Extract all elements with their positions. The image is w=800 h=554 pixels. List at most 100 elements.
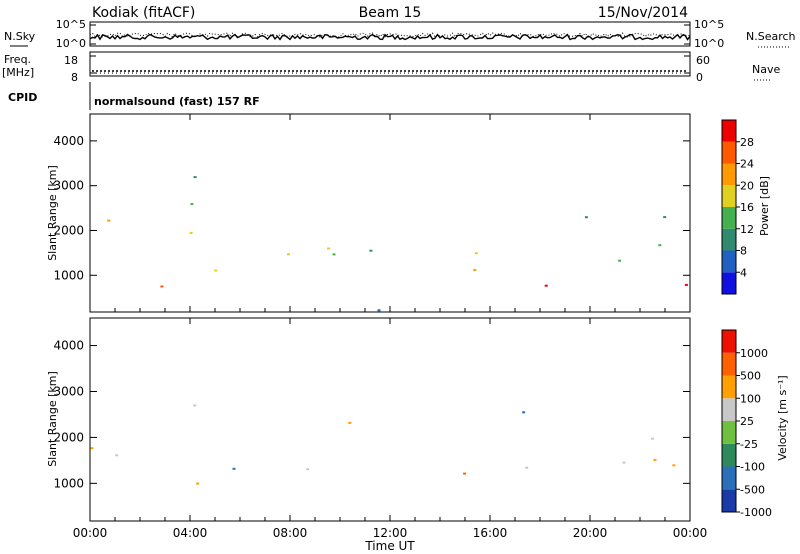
noise-ticks xyxy=(90,24,690,45)
power-cell xyxy=(160,285,164,288)
freq-tick-right-top: 60 xyxy=(696,54,710,67)
power-cell xyxy=(193,176,197,179)
power-cell xyxy=(474,252,478,255)
velocity-colorbar-tick-label: 1000 xyxy=(740,347,768,360)
velocity-cell xyxy=(193,404,197,407)
date-title: 15/Nov/2014 xyxy=(598,5,688,21)
power-heatmap xyxy=(107,176,688,312)
velocity-colorbar-swatch xyxy=(722,421,736,444)
velocity-cell xyxy=(90,447,94,450)
x-tick-label: 20:00 xyxy=(573,526,608,540)
power-colorbar-swatch xyxy=(722,163,736,186)
power-y-axis: 4000 3000 2000 1000 xyxy=(53,134,690,282)
velocity-heatmap xyxy=(90,404,676,485)
nsearch-label: N.Search xyxy=(746,30,796,43)
velocity-y-tick-label: 2000 xyxy=(53,430,84,444)
power-cell xyxy=(369,249,373,252)
velocity-colorbar-swatch xyxy=(722,489,736,512)
power-y-tick-label: 4000 xyxy=(53,134,84,148)
noise-tick-right-top: 10^5 xyxy=(694,18,724,31)
power-colorbar-tick-label: 12 xyxy=(740,223,754,236)
velocity-colorbar-tick-label: -1000 xyxy=(740,506,772,519)
freq-panel xyxy=(89,51,691,77)
noise-tick-left-top: 10^5 xyxy=(56,18,86,31)
x-tick-label: 00:00 xyxy=(73,526,108,540)
x-axis-label: Time UT xyxy=(364,539,415,553)
noise-search-trace xyxy=(89,32,691,38)
cpid-label: CPID xyxy=(8,91,37,104)
power-colorbar-tick-label: 8 xyxy=(740,245,747,258)
velocity-colorbar-tick-label: -25 xyxy=(740,438,758,451)
power-cell xyxy=(107,219,111,222)
power-cell xyxy=(684,283,688,286)
power-cell xyxy=(473,269,477,272)
beam-title: Beam 15 xyxy=(359,5,422,21)
power-y-tick-label: 1000 xyxy=(53,268,84,282)
x-tick-label: 08:00 xyxy=(273,526,308,540)
velocity-colorbar-tick-label: -500 xyxy=(740,483,765,496)
freq-tick-left-top: 18 xyxy=(64,54,78,67)
velocity-y-axis: 4000 3000 2000 1000 xyxy=(53,339,690,490)
velocity-colorbar-swatch xyxy=(722,330,736,353)
velocity-y-tick-label: 1000 xyxy=(53,476,84,490)
power-cell xyxy=(327,247,331,250)
nave-label: Nave xyxy=(752,63,780,76)
power-colorbar: 28 24 20 16 12 8 4 xyxy=(721,119,754,295)
power-colorbar-label: Power [dB] xyxy=(758,176,771,236)
velocity-y-tick-label: 4000 xyxy=(53,339,84,353)
velocity-cell xyxy=(115,454,119,457)
power-colorbar-swatch xyxy=(722,228,736,251)
power-colorbar-tick-label: 28 xyxy=(740,136,754,149)
power-cell xyxy=(544,284,548,287)
power-cell xyxy=(377,309,381,312)
noise-tick-right-bottom: 10^0 xyxy=(694,37,724,50)
velocity-cell xyxy=(651,437,655,440)
velocity-colorbar-tick-label: 25 xyxy=(740,415,754,428)
velocity-ylabel: Slant Range [km] xyxy=(46,371,59,467)
power-cell xyxy=(658,244,662,247)
power-colorbar-tick-label: 20 xyxy=(740,179,754,192)
power-colorbar-swatch xyxy=(722,207,736,229)
velocity-cell xyxy=(525,466,529,469)
velocity-cell xyxy=(348,421,352,424)
velocity-panel-frame xyxy=(89,317,691,522)
x-tick-label: 12:00 xyxy=(373,526,408,540)
power-y-tick-label: 2000 xyxy=(53,223,84,237)
power-cell xyxy=(584,216,588,219)
power-colorbar-swatch xyxy=(722,141,736,164)
velocity-colorbar-tick-label: -100 xyxy=(740,461,765,474)
x-tick-label: 04:00 xyxy=(173,526,208,540)
noise-sky-trace xyxy=(89,33,691,41)
power-colorbar-swatch xyxy=(722,120,736,142)
power-ylabel: Slant Range [km] xyxy=(46,165,59,261)
nsky-label: N.Sky xyxy=(4,30,36,43)
power-y-tick-label: 3000 xyxy=(53,179,84,193)
power-cell xyxy=(189,231,193,234)
noise-trace xyxy=(89,32,691,41)
power-colorbar-tick-label: 24 xyxy=(740,158,754,171)
power-colorbar-swatch xyxy=(722,250,736,273)
freq-label: Freq. xyxy=(4,53,31,66)
freq-unit: [MHz] xyxy=(2,66,34,79)
velocity-cell xyxy=(653,459,657,462)
velocity-colorbar: 1000 500 100 25 -25 -100 -500 -1000 xyxy=(721,329,772,519)
x-tick-label: 16:00 xyxy=(473,526,508,540)
power-panel-frame xyxy=(89,113,691,313)
velocity-cell xyxy=(463,472,467,475)
power-cell xyxy=(618,259,622,262)
freq-tick-left-bottom: 8 xyxy=(71,71,78,84)
velocity-cell xyxy=(196,482,200,485)
velocity-colorbar-label: Velocity [m s⁻¹] xyxy=(776,375,789,460)
velocity-colorbar-swatch xyxy=(722,398,736,421)
noise-panel xyxy=(89,21,691,47)
power-colorbar-swatch xyxy=(722,272,736,294)
velocity-y-tick-label: 3000 xyxy=(53,384,84,398)
power-cell xyxy=(287,253,290,256)
velocity-colorbar-tick-label: 500 xyxy=(740,370,761,383)
velocity-colorbar-tick-label: 100 xyxy=(740,392,761,405)
velocity-colorbar-swatch xyxy=(722,352,736,376)
velocity-cell xyxy=(672,464,676,467)
velocity-colorbar-swatch xyxy=(722,443,736,467)
velocity-colorbar-swatch xyxy=(722,375,736,399)
power-cell xyxy=(663,216,667,219)
